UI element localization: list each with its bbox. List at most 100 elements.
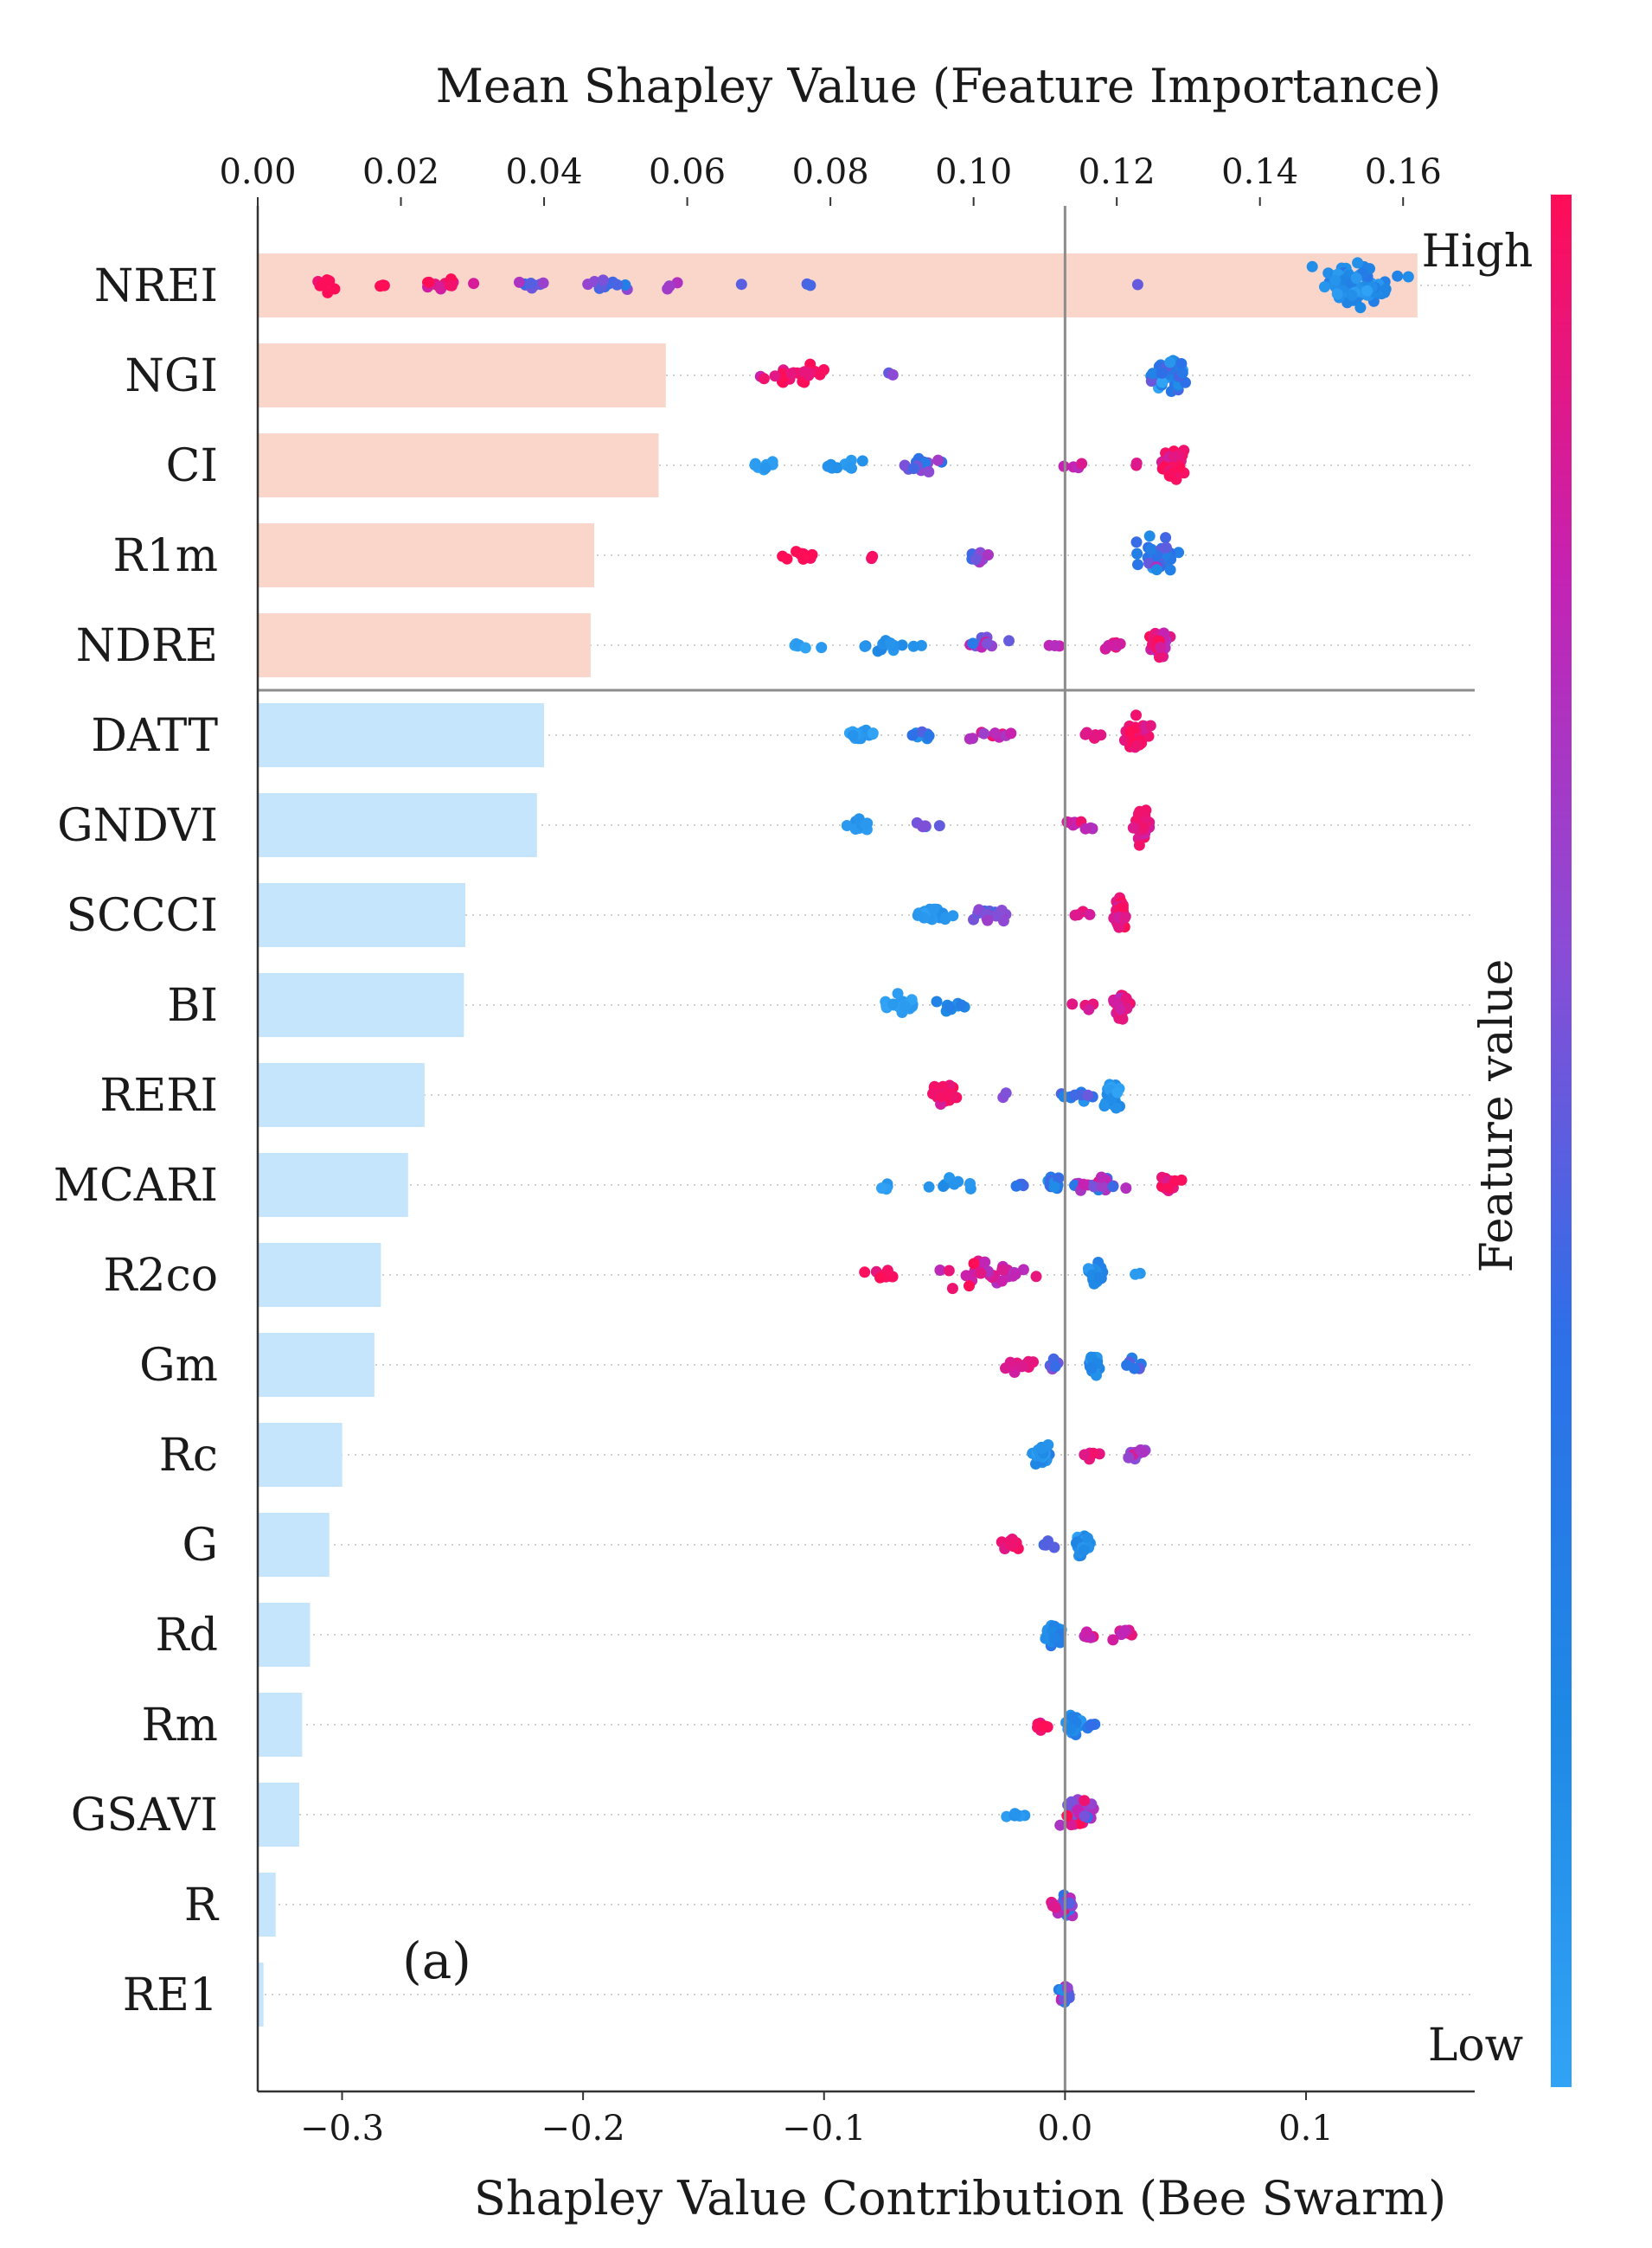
swarm-point-mcari bbox=[1107, 1181, 1119, 1193]
swarm-point-r2co bbox=[960, 1270, 972, 1282]
swarm-point-rc bbox=[1087, 1447, 1099, 1459]
reference-lines bbox=[258, 206, 1475, 2091]
swarm-point-nrei bbox=[375, 280, 387, 292]
swarm-point-sccci bbox=[928, 903, 940, 915]
swarm-point-gsavi bbox=[1066, 1819, 1077, 1831]
swarm-point-nrei bbox=[537, 277, 549, 289]
swarm-point-r2co bbox=[874, 1271, 886, 1284]
top-tick-label: 0.10 bbox=[935, 152, 1012, 192]
swarm-point-rc bbox=[1123, 1451, 1135, 1463]
swarm-point-sccci bbox=[982, 914, 994, 926]
swarm-point-gsavi bbox=[1009, 1809, 1021, 1820]
swarm-point-ci bbox=[932, 454, 944, 466]
swarm-point-sccci bbox=[947, 910, 959, 922]
swarm-point-g bbox=[1048, 1541, 1060, 1553]
swarm-point-r1m bbox=[1150, 564, 1162, 576]
swarm-point-gndvi bbox=[933, 820, 945, 832]
swarm-point-gsavi bbox=[1061, 1809, 1073, 1822]
swarm-point-ngi bbox=[1175, 358, 1188, 369]
swarm-point-datt bbox=[906, 729, 919, 741]
importance-bar-rd bbox=[258, 1603, 311, 1667]
feature-label-sccci: SCCCI bbox=[66, 890, 218, 942]
swarm-point-bi bbox=[931, 996, 943, 1008]
importance-bar-gndvi bbox=[258, 793, 537, 857]
swarm-point-r2co bbox=[1094, 1271, 1105, 1284]
swarm-point-nrei bbox=[514, 276, 525, 288]
panel-label: (a) bbox=[402, 1931, 471, 1990]
swarm-point-r1m bbox=[1164, 564, 1176, 576]
swarm-point-g bbox=[1004, 1538, 1016, 1550]
feature-label-gsavi: GSAVI bbox=[71, 1790, 218, 1841]
swarm-point-sccci bbox=[1118, 912, 1130, 924]
top-tick-label: 0.04 bbox=[506, 152, 583, 192]
feature-label-rd: Rd bbox=[156, 1610, 218, 1662]
swarm-point-ngi bbox=[769, 370, 781, 382]
feature-label-rm: Rm bbox=[142, 1700, 218, 1752]
swarm-point-nrei bbox=[1346, 290, 1358, 301]
swarm-point-gndvi bbox=[1137, 821, 1149, 833]
swarm-point-nrei bbox=[597, 274, 609, 286]
axes: 0.00 0.02 0.04 0.06 0.08 0.10 0.12 0.14 0.16 −0.3… bbox=[219, 152, 1475, 2149]
swarm-point-ndre bbox=[816, 642, 828, 654]
swarm-point-r2co bbox=[1030, 1271, 1042, 1283]
swarm-point-ndre bbox=[884, 637, 896, 649]
bottom-tick-label: −0.3 bbox=[300, 2109, 384, 2149]
swarm-point-rm bbox=[1065, 1723, 1077, 1735]
swarm-point-nrei bbox=[619, 279, 631, 291]
colorbar bbox=[1551, 195, 1572, 2087]
swarm-point-r2co bbox=[859, 1266, 871, 1278]
feature-label-r1m: R1m bbox=[112, 530, 218, 582]
swarm-point-gndvi bbox=[860, 818, 872, 830]
swarm-point-mcari bbox=[1078, 1178, 1090, 1190]
swarm-point-nrei bbox=[1352, 257, 1364, 269]
swarm-point-rc bbox=[1137, 1446, 1149, 1458]
swarm-point-ndre bbox=[981, 637, 993, 650]
swarm-point-nrei bbox=[1402, 271, 1414, 283]
swarm-point-rd bbox=[1048, 1632, 1060, 1644]
swarm-point-ci bbox=[1130, 458, 1143, 469]
swarm-point-nrei bbox=[1131, 279, 1143, 291]
swarm-point-g bbox=[1082, 1532, 1093, 1544]
swarm-point-r1m bbox=[1131, 548, 1143, 560]
feature-label-ndre: NDRE bbox=[76, 620, 218, 672]
swarm-point-mcari bbox=[1096, 1181, 1108, 1193]
swarm-point-nrei bbox=[329, 283, 341, 295]
feature-label-mcari: MCARI bbox=[54, 1160, 218, 1212]
swarm-point-nrei bbox=[525, 278, 537, 289]
swarm-point-bi bbox=[887, 998, 899, 1010]
beeswarm-points bbox=[312, 257, 1414, 2008]
swarm-point-nrei bbox=[663, 280, 676, 292]
swarm-point-reri bbox=[1082, 1089, 1094, 1101]
swarm-point-sccci bbox=[1117, 902, 1129, 914]
swarm-point-ndre bbox=[896, 639, 908, 651]
colorbar-title: Feature value bbox=[1471, 959, 1523, 1273]
bottom-tick-label: −0.2 bbox=[541, 2109, 625, 2149]
swarm-point-gsavi bbox=[1066, 1796, 1078, 1808]
swarm-point-sccci bbox=[912, 909, 924, 921]
feature-labels: NREI NGI CI R1m NDRE DATT GNDVI SCCCI BI RERI MCAR… bbox=[54, 260, 220, 2021]
importance-bar-datt bbox=[258, 703, 545, 767]
swarm-point-bi bbox=[1066, 998, 1079, 1010]
swarm-point-gndvi bbox=[1061, 816, 1073, 828]
swarm-point-ngi bbox=[785, 368, 797, 380]
colorbar-low-label: Low bbox=[1428, 2020, 1523, 2072]
swarm-point-bi bbox=[1120, 992, 1132, 1004]
swarm-point-r1m bbox=[1130, 536, 1143, 548]
swarm-point-re1 bbox=[1061, 1982, 1073, 1994]
swarm-point-bi bbox=[1114, 1003, 1126, 1015]
feature-label-ngi: NGI bbox=[125, 350, 218, 402]
swarm-point-ndre bbox=[1049, 640, 1061, 651]
importance-bar-ci bbox=[258, 433, 659, 497]
swarm-point-nrei bbox=[445, 279, 458, 291]
swarm-point-mcari bbox=[1088, 1181, 1100, 1193]
swarm-point-gndvi bbox=[841, 820, 853, 831]
swarm-point-rm bbox=[1085, 1719, 1098, 1731]
importance-bar-r bbox=[258, 1873, 276, 1937]
importance-bar-gm bbox=[258, 1333, 375, 1397]
swarm-point-nrei bbox=[1306, 260, 1318, 272]
swarm-point-sccci bbox=[990, 910, 1002, 922]
swarm-point-r1m bbox=[970, 554, 982, 566]
swarm-point-mcari bbox=[876, 1182, 887, 1194]
swarm-point-reri bbox=[1110, 1102, 1122, 1114]
